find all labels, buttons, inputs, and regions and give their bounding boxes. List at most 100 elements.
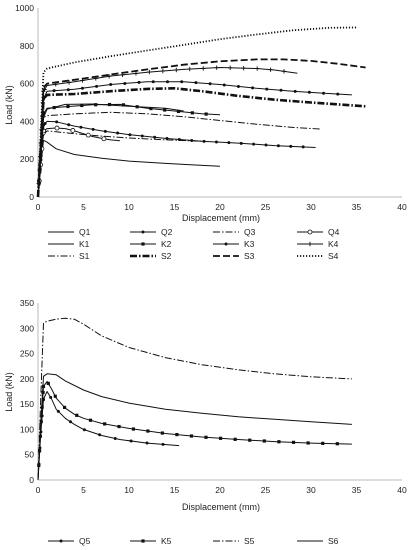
x-tick-label: 35: [352, 202, 362, 212]
series-marker-K5: [233, 437, 237, 441]
series-line-Q3: [37, 130, 202, 198]
x-tick-label: 40: [397, 485, 407, 495]
legend-entry-Q2: Q2: [130, 227, 173, 237]
x-tick-label: 35: [352, 485, 362, 495]
series-marker-K2: [52, 105, 56, 110]
series-K3: [37, 80, 352, 198]
series-marker-K5: [335, 442, 339, 446]
series-marker-Q5: [129, 439, 133, 443]
legend-label: S6: [328, 536, 339, 546]
y-axis-label-bottom: Load (kN): [4, 372, 14, 412]
series-marker-K3: [222, 83, 226, 87]
legend-entry-K4: K4: [297, 239, 339, 249]
series-S2: [36, 87, 366, 198]
x-tick-label: 5: [81, 485, 86, 495]
x-tick-label: 30: [306, 202, 316, 212]
series-marker-K5: [189, 434, 194, 438]
y-tick-label: 0: [29, 192, 34, 202]
series-marker-K5: [41, 384, 46, 389]
legend-entry-S5: S5: [213, 536, 255, 546]
series-marker-K3: [251, 86, 255, 90]
x-tick-label: 5: [81, 202, 86, 212]
series-marker-K4: [147, 69, 152, 75]
y-tick-label: 600: [20, 79, 34, 89]
series-marker-K5: [88, 418, 93, 422]
series-marker-K3: [208, 82, 212, 86]
x-tick-label: 40: [397, 202, 407, 212]
series-marker-Q2: [264, 143, 268, 147]
legend-entry-S3: S3: [213, 251, 255, 261]
legend-entry-K2: K2: [130, 239, 172, 249]
series-marker-K5: [146, 429, 150, 433]
series-marker-K4: [254, 66, 260, 71]
series-marker-K3: [307, 90, 311, 94]
series-marker-Q5: [113, 437, 117, 441]
series-marker-Q2: [214, 140, 218, 144]
x-tick-label: 15: [170, 202, 180, 212]
x-tick-label: 10: [124, 485, 134, 495]
x-tick-label: 20: [215, 202, 225, 212]
series-marker-Q4: [54, 125, 60, 131]
x-tick-label: 20: [215, 485, 225, 495]
series-S3: [37, 58, 366, 198]
series-marker-K3: [180, 80, 184, 84]
series-marker-K5: [175, 432, 179, 437]
legend-label: S4: [328, 251, 339, 261]
x-tick-label: 0: [36, 202, 41, 212]
legend-entry-Q3: Q3: [213, 227, 256, 237]
legend-entry-S1: S1: [48, 251, 90, 261]
series-K2: [37, 102, 221, 198]
legend-label: S1: [79, 251, 90, 261]
series-marker-K3: [336, 92, 340, 96]
series-line-K3: [37, 81, 352, 198]
y-tick-label: 350: [20, 298, 34, 308]
series-line-Q1: [37, 139, 221, 198]
series-line-S2: [36, 87, 366, 198]
series-top: [36, 26, 366, 198]
legend-entry-S2: S2: [130, 251, 172, 261]
y-tick-label: 200: [20, 154, 34, 164]
series-marker-Q4: [101, 136, 107, 142]
series-marker-K2: [135, 105, 139, 109]
series-marker-K2: [163, 108, 167, 112]
series-line-S4: [37, 26, 357, 198]
x-tick-label: 30: [306, 485, 316, 495]
series-marker-K5: [321, 441, 325, 445]
series-bottom: [37, 317, 352, 481]
series-line-K1: [37, 103, 184, 198]
series-marker-K3: [236, 84, 240, 88]
series-marker-K4: [214, 65, 219, 70]
series-marker-K3: [322, 91, 326, 95]
legend-marker: [141, 242, 145, 246]
x-tick-label: 25: [261, 485, 271, 495]
series-marker-K3: [109, 83, 113, 87]
legend-marker: [141, 539, 145, 543]
x-axis-label-bottom: Displacement (mm): [182, 502, 260, 512]
legend-marker: [307, 241, 313, 247]
legend-entry-K3: K3: [213, 239, 255, 249]
series-marker-K2: [94, 103, 98, 107]
series-marker-Q5: [161, 442, 165, 446]
series-marker-K3: [66, 88, 70, 92]
series-line-S3: [37, 58, 366, 198]
series-marker-K4: [268, 67, 273, 72]
series-marker-Q2: [140, 134, 144, 138]
series-marker-K4: [227, 65, 233, 70]
series-marker-Q2: [276, 144, 280, 148]
series-marker-K2: [190, 111, 194, 115]
x-tick-label: 15: [170, 485, 180, 495]
series-marker-K5: [262, 439, 266, 443]
series-marker-K3: [265, 87, 269, 91]
series-S4: [37, 26, 357, 198]
series-S1: [37, 111, 321, 198]
series-marker-Q2: [252, 142, 256, 146]
y-tick-label: 200: [20, 374, 34, 384]
x-tick-label: 25: [261, 202, 271, 212]
legend-entry-S6: S6: [297, 536, 339, 546]
series-marker-K2: [204, 112, 208, 116]
series-marker-Q2: [103, 129, 107, 133]
x-axis-label-top: Displacement (mm): [182, 213, 260, 223]
